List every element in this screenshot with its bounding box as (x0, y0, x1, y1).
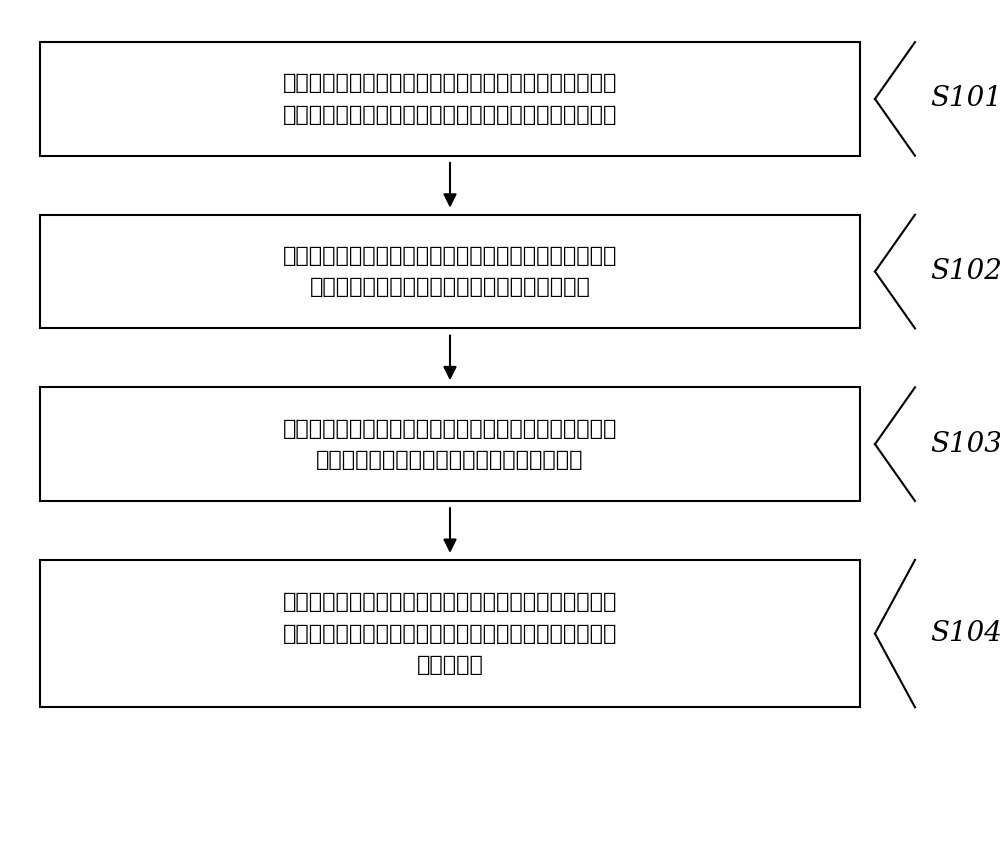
Text: 获取所述智能插座、电动汽车的通信单元以及充电桩发送
的设备运行数据，并将所述设备运行数据传输至终端设备: 获取所述智能插座、电动汽车的通信单元以及充电桩发送 的设备运行数据，并将所述设备… (283, 73, 617, 125)
Bar (40, 42, 860, 156)
Text: 响应于所述目标设备执行所述控制操作，获取与所述目标
设备相匹配的用电状态数据，并将所述用电状态数据发送
至终端设备: 响应于所述目标设备执行所述控制操作，获取与所述目标 设备相匹配的用电状态数据，并… (283, 593, 617, 674)
Text: 响应于接收到终端设备生成的控制指令，对所述控制指令
进行解析，确定与所述控制指令对应的目标设备: 响应于接收到终端设备生成的控制指令，对所述控制指令 进行解析，确定与所述控制指令… (283, 246, 617, 297)
Bar (40, 560, 860, 707)
Bar (40, 215, 860, 328)
Text: 将所述控制指令发送至所述目标设备，以使得所述目标设
备能够执行与所述控制指令相匹配的控制操作: 将所述控制指令发送至所述目标设备，以使得所述目标设 备能够执行与所述控制指令相匹… (283, 418, 617, 470)
Text: S104: S104 (930, 620, 1000, 647)
Text: S103: S103 (930, 430, 1000, 458)
Bar (40, 387, 860, 501)
Text: S102: S102 (930, 258, 1000, 285)
Text: S101: S101 (930, 85, 1000, 113)
